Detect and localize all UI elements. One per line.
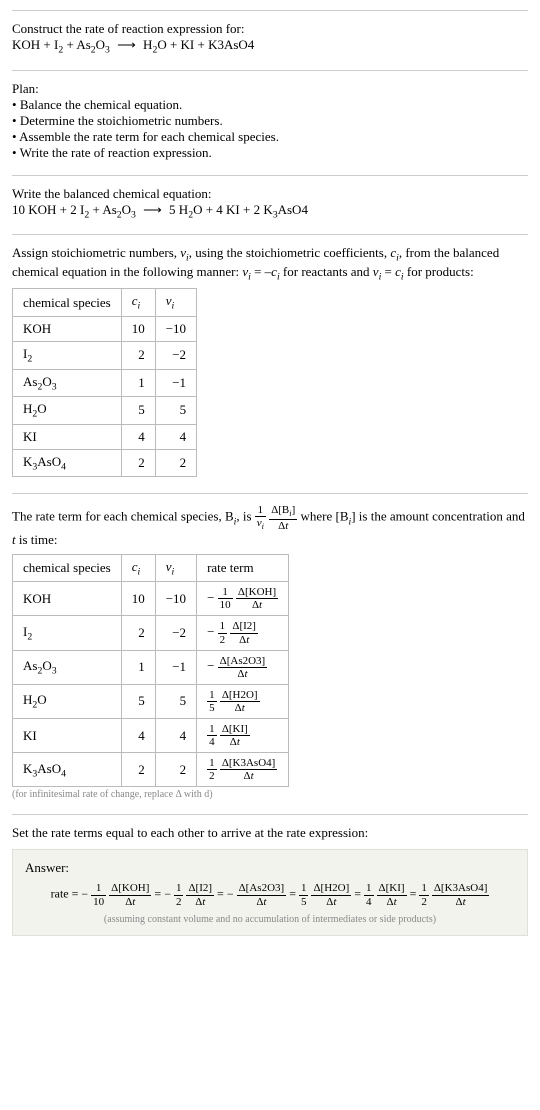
plan-item-1: • Determine the stoichiometric numbers. (12, 113, 528, 129)
table-row: As2O31−1 (13, 369, 197, 397)
frac-1-over-vi: 1νi (255, 504, 266, 531)
cell-species: KI (13, 719, 122, 753)
cell-species: I2 (13, 341, 122, 369)
cell-ci: 2 (121, 616, 155, 650)
intro-section: Construct the rate of reaction expressio… (12, 10, 528, 70)
cell-ci: 10 (121, 316, 155, 341)
cell-vi: 2 (155, 753, 196, 787)
balanced-section: Write the balanced chemical equation: 10… (12, 175, 528, 235)
cell-ci: 4 (121, 424, 155, 449)
cell-vi: 5 (155, 684, 196, 718)
rateterm-footnote: (for infinitesimal rate of change, repla… (12, 789, 528, 800)
cell-vi: −10 (155, 316, 196, 341)
cell-vi: 4 (155, 424, 196, 449)
cell-vi: −10 (155, 582, 196, 616)
plan-item-3: • Write the rate of reaction expression. (12, 145, 528, 161)
intro-equation: KOH + I2 + As2O3 ⟶ H2O + KI + K3AsO4 (12, 37, 528, 56)
cell-vi: −2 (155, 616, 196, 650)
balanced-title: Write the balanced chemical equation: (12, 186, 528, 202)
table-row: H2O5515 Δ[H2O]Δt (13, 684, 289, 718)
cell-vi: 5 (155, 397, 196, 425)
cell-ci: 4 (121, 719, 155, 753)
cell-ci: 1 (121, 369, 155, 397)
arrow-icon: ⟶ (113, 37, 140, 52)
cell-ci: 5 (121, 684, 155, 718)
cell-species: K3AsO4 (13, 753, 122, 787)
stoich-table: chemical species ci νi KOH10−10I22−2As2O… (12, 288, 197, 477)
cell-rate: − Δ[As2O3]Δt (197, 650, 289, 684)
cell-species: H2O (13, 684, 122, 718)
arrow-icon: ⟶ (139, 202, 166, 217)
rateterm-section: The rate term for each chemical species,… (12, 493, 528, 814)
cell-species: K3AsO4 (13, 449, 122, 477)
cell-rate: 12 Δ[K3AsO4]Δt (197, 753, 289, 787)
cell-species: As2O3 (13, 369, 122, 397)
answer-label: Answer: (25, 860, 515, 876)
cell-vi: 4 (155, 719, 196, 753)
balanced-eq-rhs: 5 H2O + 4 KI + 2 K3AsO4 (169, 202, 308, 217)
intro-eq-rhs: H2O + KI + K3AsO4 (143, 37, 254, 52)
cell-species: KI (13, 424, 122, 449)
cell-rate: − 110 Δ[KOH]Δt (197, 582, 289, 616)
table-row: KOH10−10− 110 Δ[KOH]Δt (13, 582, 289, 616)
cell-vi: −2 (155, 341, 196, 369)
th-species: chemical species (13, 289, 122, 317)
intro-eq-lhs: KOH + I2 + As2O3 (12, 37, 110, 52)
cell-vi: −1 (155, 650, 196, 684)
table-row: KOH10−10 (13, 316, 197, 341)
final-title: Set the rate terms equal to each other t… (12, 825, 528, 841)
table-header-row: chemical species ci νi (13, 289, 197, 317)
plan-title: Plan: (12, 81, 528, 97)
cell-ci: 10 (121, 582, 155, 616)
assign-text: Assign stoichiometric numbers, νi, using… (12, 245, 528, 282)
table-row: As2O31−1− Δ[As2O3]Δt (13, 650, 289, 684)
rateterm-text: The rate term for each chemical species,… (12, 504, 528, 547)
table-row: KI44 (13, 424, 197, 449)
final-footnote: (assuming constant volume and no accumul… (25, 914, 515, 925)
cell-rate: − 12 Δ[I2]Δt (197, 616, 289, 650)
final-section: Set the rate terms equal to each other t… (12, 814, 528, 939)
table-row: KI4414 Δ[KI]Δt (13, 719, 289, 753)
cell-ci: 2 (121, 341, 155, 369)
cell-rate: 15 Δ[H2O]Δt (197, 684, 289, 718)
cell-ci: 2 (121, 753, 155, 787)
cell-ci: 1 (121, 650, 155, 684)
th-ci: ci (121, 554, 155, 582)
cell-vi: 2 (155, 449, 196, 477)
table-row: I22−2− 12 Δ[I2]Δt (13, 616, 289, 650)
th-vi: νi (155, 554, 196, 582)
table-header-row: chemical species ci νi rate term (13, 554, 289, 582)
intro-line1: Construct the rate of reaction expressio… (12, 21, 528, 37)
rate-expression: rate = − 110 Δ[KOH]Δt = − 12 Δ[I2]Δt = −… (25, 882, 515, 907)
th-vi: νi (155, 289, 196, 317)
balanced-eq-lhs: 10 KOH + 2 I2 + As2O3 (12, 202, 136, 217)
answer-box: Answer: rate = − 110 Δ[KOH]Δt = − 12 Δ[I… (12, 849, 528, 935)
assign-section: Assign stoichiometric numbers, νi, using… (12, 234, 528, 493)
cell-species: As2O3 (13, 650, 122, 684)
cell-rate: 14 Δ[KI]Δt (197, 719, 289, 753)
cell-vi: −1 (155, 369, 196, 397)
cell-species: H2O (13, 397, 122, 425)
cell-ci: 5 (121, 397, 155, 425)
plan-section: Plan: • Balance the chemical equation. •… (12, 70, 528, 175)
rateterm-table: chemical species ci νi rate term KOH10−1… (12, 554, 289, 788)
th-ci: ci (121, 289, 155, 317)
th-species: chemical species (13, 554, 122, 582)
table-row: H2O55 (13, 397, 197, 425)
table-row: I22−2 (13, 341, 197, 369)
th-rate: rate term (197, 554, 289, 582)
plan-item-0: • Balance the chemical equation. (12, 97, 528, 113)
balanced-equation: 10 KOH + 2 I2 + As2O3 ⟶ 5 H2O + 4 KI + 2… (12, 202, 528, 221)
table-row: K3AsO42212 Δ[K3AsO4]Δt (13, 753, 289, 787)
frac-dBi-dt: Δ[Bi]Δt (269, 504, 297, 531)
cell-species: I2 (13, 616, 122, 650)
cell-ci: 2 (121, 449, 155, 477)
cell-species: KOH (13, 316, 122, 341)
cell-species: KOH (13, 582, 122, 616)
table-row: K3AsO422 (13, 449, 197, 477)
plan-item-2: • Assemble the rate term for each chemic… (12, 129, 528, 145)
